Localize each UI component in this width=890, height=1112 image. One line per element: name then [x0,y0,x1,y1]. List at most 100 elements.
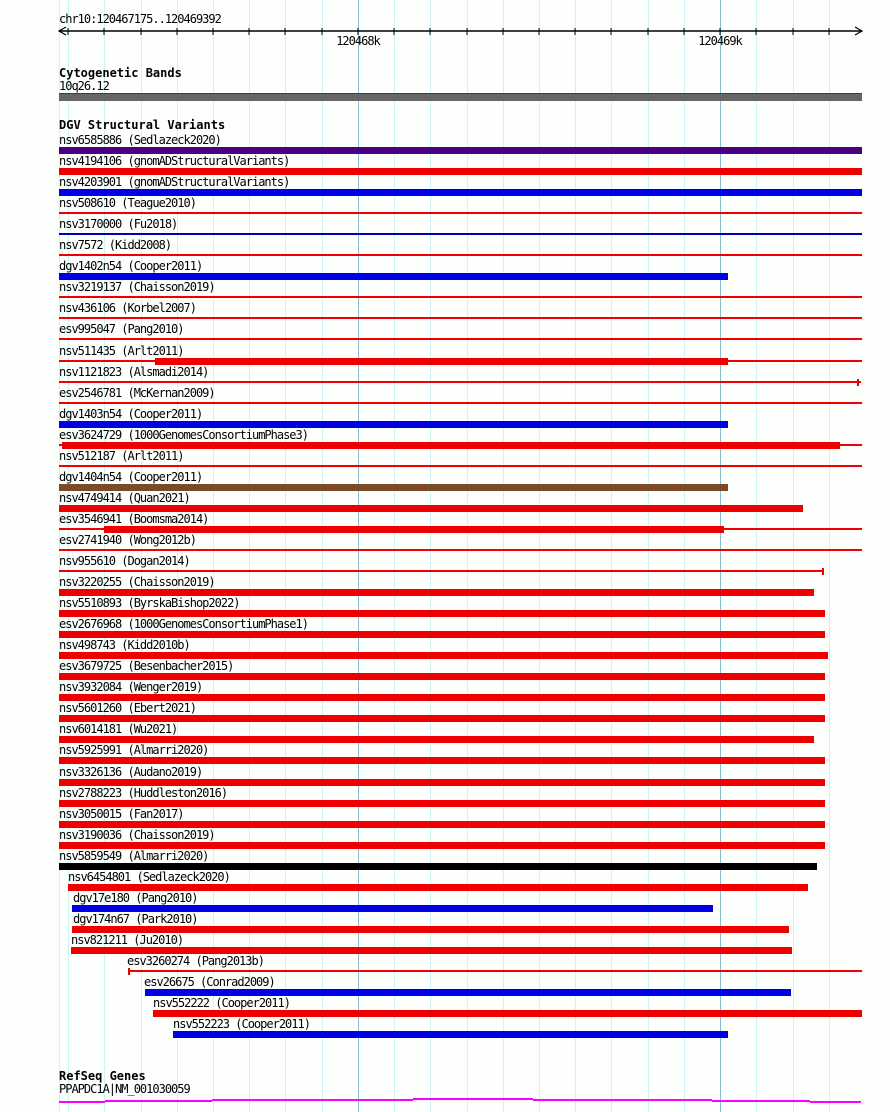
variant-label: nsv4749414 (Quan2021) [59,491,191,505]
variant-bar[interactable] [59,736,814,743]
variant-bar[interactable] [59,757,825,764]
refseq-gene-line-segment[interactable] [630,1099,712,1101]
refseq-gene-line-segment[interactable] [413,1098,533,1100]
variant-bar[interactable] [71,947,792,954]
variant-bar[interactable] [59,821,825,828]
refseq-gene-line-segment[interactable] [310,1099,413,1101]
variant-line[interactable] [59,381,861,383]
variant-bar[interactable] [155,358,728,365]
variant-bar[interactable] [59,484,728,491]
refseq-gene-line-segment[interactable] [712,1100,810,1102]
ruler [57,26,864,36]
gridline [141,0,142,1112]
variant-label: esv2546781 (McKernan2009) [59,386,216,400]
variant-line[interactable] [59,570,824,572]
variant-endpoint-tick[interactable] [822,568,824,575]
gridline [322,0,323,1112]
variant-bar[interactable] [59,652,828,659]
variant-bar[interactable] [62,442,840,449]
gridline [213,0,214,1112]
gridline-major [358,0,359,1112]
gridline-major [720,0,721,1112]
refseq-gene-line-segment[interactable] [105,1100,212,1102]
section-title-cytobands: Cytogenetic Bands [59,66,182,80]
variant-label: esv2741940 (Wong2012b) [59,533,197,547]
variant-line[interactable] [59,549,862,551]
refseq-gene-label: PPAPDC1A|NM_001030059 [59,1082,191,1096]
variant-label: esv3546941 (Boomsma2014) [59,512,209,526]
variant-bar[interactable] [59,694,825,701]
variant-label: nsv955610 (Dogan2014) [59,554,191,568]
variant-bar[interactable] [59,715,825,722]
ruler-tick-label: 120469k [698,34,743,48]
gridline [611,0,612,1112]
variant-bar[interactable] [59,189,862,196]
variant-bar[interactable] [59,589,814,596]
gridline [285,0,286,1112]
variant-bar[interactable] [59,842,825,849]
variant-bar[interactable] [72,905,713,912]
variant-line[interactable] [59,212,862,214]
gridline [829,0,830,1112]
variant-label: nsv5510893 (ByrskaBishop2022) [59,596,241,610]
variant-label: nsv6014181 (Wu2021) [59,722,178,736]
variant-line[interactable] [59,402,862,404]
variant-line[interactable] [59,254,862,256]
variant-bar[interactable] [59,779,825,786]
region-label: chr10:120467175..120469392 [59,12,222,26]
cytoband-bar [59,93,862,101]
variant-bar[interactable] [68,884,808,891]
cytoband-label: 10q26.12 [59,79,110,93]
variant-bar[interactable] [104,526,724,533]
variant-label: esv995047 (Pang2010) [59,322,184,336]
variant-label: nsv6585886 (Sedlazeck2020) [59,133,222,147]
variant-bar[interactable] [59,800,825,807]
variant-line[interactable] [128,970,862,972]
variant-bar[interactable] [145,989,791,996]
gridline [684,0,685,1112]
variant-label: esv3679725 (Besenbacher2015) [59,659,234,673]
variant-bar[interactable] [59,631,825,638]
variant-line[interactable] [59,465,862,467]
variant-bar[interactable] [173,1031,728,1038]
variant-label: nsv5859549 (Almarri2020) [59,849,209,863]
variant-label: nsv3219137 (Chaisson2019) [59,280,216,294]
variant-label: dgv1404n54 (Cooper2011) [59,470,203,484]
variant-bar[interactable] [59,863,817,870]
variant-line[interactable] [59,296,862,298]
variant-line[interactable] [59,317,862,319]
variant-bar[interactable] [59,505,803,512]
gridline [575,0,576,1112]
variant-bar[interactable] [59,147,862,154]
variant-bar[interactable] [72,926,789,933]
variant-bar[interactable] [59,610,825,617]
variant-label: dgv1402n54 (Cooper2011) [59,259,203,273]
variant-bar[interactable] [59,273,728,280]
variant-label: nsv2788223 (Huddleston2016) [59,786,228,800]
variant-bar[interactable] [59,168,862,175]
variant-endpoint-tick[interactable] [857,379,859,386]
gridline [394,0,395,1112]
variant-bar[interactable] [59,421,728,428]
variant-label: nsv5601260 (Ebert2021) [59,701,197,715]
gridline [756,0,757,1112]
variant-line[interactable] [59,338,862,340]
variant-line[interactable] [59,233,862,235]
variant-label: nsv508610 (Teague2010) [59,196,197,210]
variant-label: dgv174n67 (Park2010) [73,912,198,926]
variant-endpoint-tick[interactable] [128,968,130,975]
gridline [104,0,105,1112]
refseq-gene-line-segment[interactable] [810,1101,861,1103]
variant-label: nsv3220255 (Chaisson2019) [59,575,216,589]
refseq-gene-line-segment[interactable] [533,1099,630,1101]
variant-label: esv26675 (Conrad2009) [144,975,276,989]
gridline [59,0,60,1112]
refseq-gene-line-segment[interactable] [212,1099,310,1101]
variant-bar[interactable] [153,1010,862,1017]
ruler-right-arrow-icon [854,26,864,36]
gridline [177,0,178,1112]
refseq-gene-line-segment[interactable] [59,1101,105,1103]
ruler-left-arrow-icon [57,26,67,36]
variant-bar[interactable] [59,673,825,680]
variant-label: esv3624729 (1000GenomesConsortiumPhase3) [59,428,309,442]
